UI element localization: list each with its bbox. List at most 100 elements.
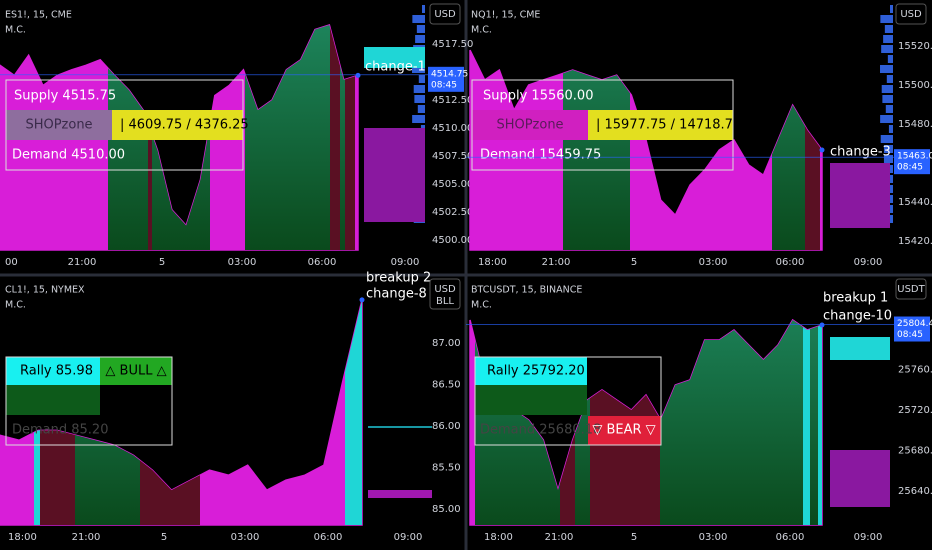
last-point	[359, 297, 365, 303]
zone-box	[100, 357, 172, 385]
indicator: M.C.	[471, 300, 492, 311]
y-tick-label: 4512.50	[432, 95, 473, 106]
y-tick-label: 25680.00	[898, 445, 932, 456]
annotation-change: change-1	[365, 60, 426, 75]
annotation-zone: SHOPzone	[25, 118, 92, 133]
x-tick-label: 5	[161, 532, 167, 543]
volume-profile	[422, 5, 425, 13]
zone-box	[830, 337, 890, 360]
x-tick-label: 5	[159, 257, 165, 268]
volume-profile	[880, 15, 893, 23]
last-price: 25804.40	[897, 319, 932, 329]
volume-profile	[881, 85, 893, 93]
zone-box	[6, 385, 100, 415]
zone-box	[6, 110, 112, 140]
volume-profile	[887, 55, 893, 63]
volume-profile	[886, 75, 893, 83]
volume-profile	[412, 65, 425, 73]
zone-band	[340, 24, 345, 250]
volume-profile	[885, 105, 893, 113]
last-time: 08:45	[897, 330, 923, 340]
annotation-demand: Demand 85.20	[12, 423, 108, 438]
last-price: 4514.75	[431, 69, 468, 79]
annotation-change: change-10	[823, 309, 892, 324]
x-tick-label: 06:00	[308, 257, 337, 268]
last-point	[819, 322, 825, 328]
indicator: M.C.	[5, 25, 26, 36]
x-tick-label: 09:00	[391, 257, 420, 268]
zone-box	[475, 357, 587, 385]
y-tick-label: 15520.00	[898, 41, 932, 52]
zone-band	[345, 24, 355, 250]
zone-band	[818, 319, 822, 525]
y-tick-label: 15440.00	[898, 197, 932, 208]
volume-profile	[412, 115, 425, 123]
y-tick-label: 86.00	[432, 421, 461, 432]
y-tick-label: 4517.50	[432, 39, 473, 50]
y-tick-label: 25640.00	[898, 486, 932, 497]
volume-profile	[413, 85, 425, 93]
volume-profile	[880, 65, 893, 73]
indicator: M.C.	[5, 300, 26, 311]
indicator: M.C.	[471, 25, 492, 36]
zone-box	[471, 79, 734, 171]
x-tick-label: 09:00	[394, 532, 423, 543]
volume-profile	[881, 45, 893, 53]
x-tick-label: 21:00	[542, 257, 571, 268]
zone-band	[803, 319, 810, 525]
zone-band	[563, 50, 630, 250]
y-tick-label: 4505.00	[432, 179, 473, 190]
zone-band	[330, 24, 340, 250]
last-point	[355, 72, 361, 78]
volume-profile	[888, 175, 893, 183]
volume-profile	[883, 145, 893, 153]
last-price-box	[894, 149, 930, 175]
symbol: ES1!, 15, CME	[5, 10, 72, 21]
x-tick-label: 21:00	[545, 532, 574, 543]
volume-profile	[412, 15, 425, 23]
volume-profile	[883, 155, 893, 163]
volume-profile	[417, 105, 425, 113]
annotation-signal: ▽ BEAR ▽	[592, 423, 655, 438]
last-price-box	[894, 316, 930, 342]
x-tick-label: 03:00	[699, 532, 728, 543]
y-tick-label: 15420.00	[898, 236, 932, 247]
currency: USDT	[897, 284, 925, 295]
y-tick-label: 25720.00	[898, 405, 932, 416]
annotation-supply: Supply 15560.00	[483, 89, 593, 104]
y-tick-label: 85.50	[432, 463, 461, 474]
y-tick-label: 4502.50	[432, 207, 473, 218]
annotation-demand: Demand 25680.18	[480, 423, 601, 438]
y-tick-label: 86.50	[432, 380, 461, 391]
annotation-breakup: breakup 2	[366, 271, 431, 286]
annotation-breakup: breakup 1	[823, 291, 888, 306]
volume-profile	[418, 75, 425, 83]
zone-box	[475, 385, 587, 415]
annotation-supply: Supply 4515.75	[14, 89, 116, 104]
volume-profile	[884, 25, 893, 33]
x-tick-label: 18:00	[478, 257, 507, 268]
annotation-rally: Rally 25792.20	[487, 364, 585, 379]
x-tick-label: 21:00	[72, 532, 101, 543]
symbol: CL1!, 15, NYMEX	[5, 285, 85, 296]
currency: USD	[434, 9, 456, 20]
x-tick-label: 06:00	[314, 532, 343, 543]
volume-profile	[880, 115, 893, 123]
annotation-signal: △ BULL △	[105, 364, 166, 379]
currency-box	[895, 278, 927, 300]
annotation-rally: Rally 85.98	[20, 364, 93, 379]
volume-profile	[415, 35, 425, 43]
x-tick-label: 00	[5, 257, 18, 268]
y-tick-label: 85.00	[432, 504, 461, 515]
zone-box	[364, 47, 425, 68]
y-tick-label: 15480.00	[898, 119, 932, 130]
zone-box	[830, 450, 890, 507]
volume-profile	[880, 135, 893, 143]
last-point	[819, 147, 825, 153]
zone-box	[112, 110, 243, 140]
zone-box	[474, 356, 662, 446]
x-tick-label: 03:00	[699, 257, 728, 268]
annotation-demand: Demand 15459.75	[480, 148, 601, 163]
zone-box	[472, 110, 588, 140]
zone-box	[588, 416, 661, 445]
